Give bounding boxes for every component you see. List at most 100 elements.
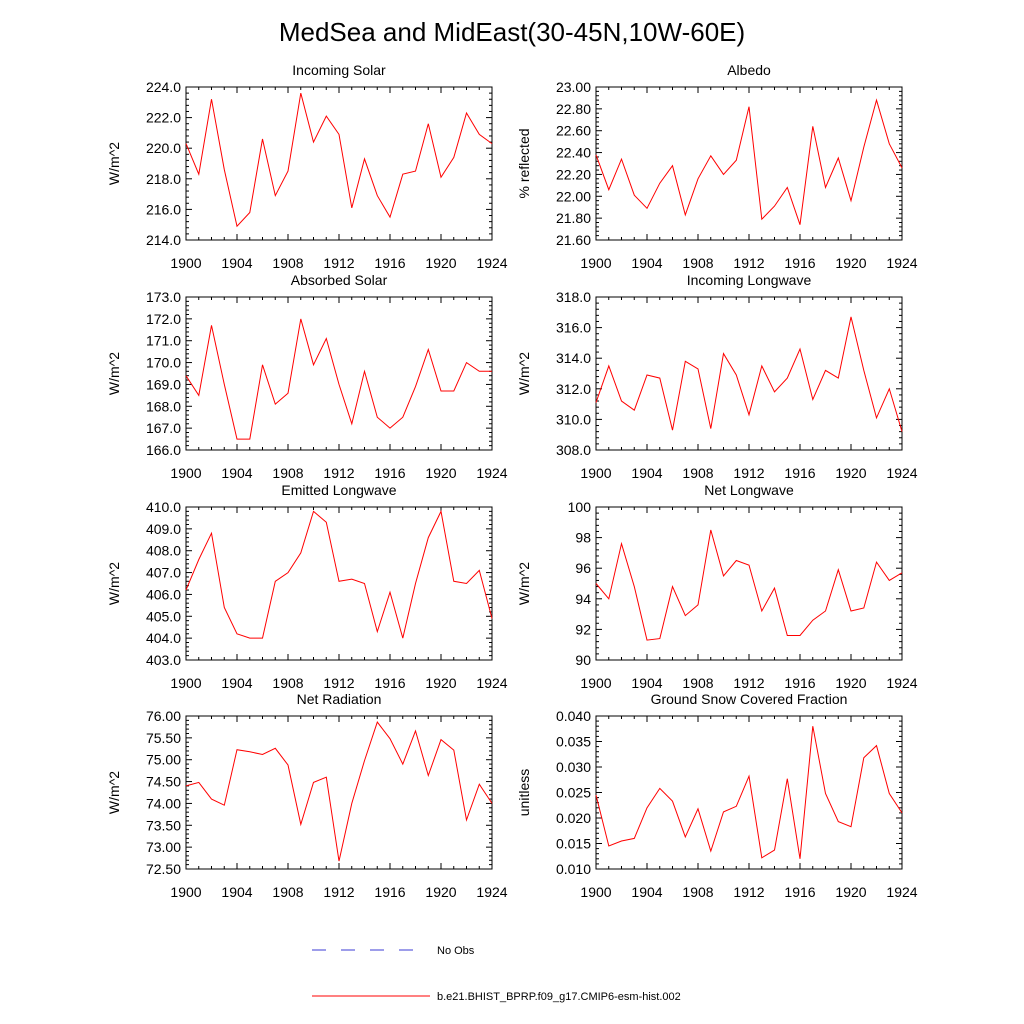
y-tick-label: 314.0 [556, 350, 591, 366]
y-tick-label: 90 [575, 652, 591, 668]
y-tick-label: 74.50 [146, 774, 181, 790]
x-tick-label: 1900 [170, 675, 201, 691]
x-tick-label: 1900 [170, 884, 201, 900]
x-tick-label: 1916 [374, 884, 405, 900]
plot-frame [185, 86, 493, 241]
x-tick-label: 1924 [476, 884, 507, 900]
x-tick-label: 1916 [784, 465, 815, 481]
x-tick-label: 1900 [580, 675, 611, 691]
y-axis-label: W/m^2 [106, 352, 122, 395]
y-tick-label: 0.020 [556, 810, 591, 826]
x-tick-label: 1900 [580, 255, 611, 271]
x-tick-label: 1924 [476, 675, 507, 691]
panel-title: Absorbed Solar [291, 272, 388, 288]
y-tick-label: 92 [575, 621, 591, 637]
y-tick-label: 21.60 [556, 232, 591, 248]
series-line [595, 726, 903, 859]
y-tick-label: 216.0 [146, 201, 181, 217]
y-tick-label: 318.0 [556, 289, 591, 305]
x-tick-label: 1900 [170, 465, 201, 481]
y-tick-label: 74.00 [146, 795, 181, 811]
x-tick-label: 1908 [272, 465, 303, 481]
y-tick-label: 220.0 [146, 140, 181, 156]
series-line [185, 318, 492, 440]
y-axis-label: W/m^2 [516, 562, 532, 605]
y-tick-label: 72.50 [146, 861, 181, 877]
panel-4: Incoming Longwave W/m^2 1900 1904 1908 1912 19… [516, 272, 918, 481]
plot-frame [595, 506, 903, 661]
x-tick-label: 1900 [580, 884, 611, 900]
x-tick-label: 1916 [784, 884, 815, 900]
x-tick-label: 1908 [272, 675, 303, 691]
x-tick-label: 1908 [682, 884, 713, 900]
y-tick-label: 73.50 [146, 817, 181, 833]
y-tick-label: 100 [568, 499, 592, 515]
y-tick-label: 75.00 [146, 752, 181, 768]
x-tick-label: 1920 [835, 884, 866, 900]
y-tick-label: 171.0 [146, 333, 181, 349]
x-tick-label: 1924 [886, 255, 917, 271]
x-tick-label: 1904 [221, 255, 252, 271]
y-tick-label: 410.0 [146, 499, 181, 515]
y-tick-label: 214.0 [146, 232, 181, 248]
x-tick-label: 1904 [631, 884, 662, 900]
panel-1: Incoming Solar W/m^2 1900 1904 1908 1912 1916 1… [106, 62, 508, 271]
x-tick-label: 1916 [374, 255, 405, 271]
x-tick-label: 1908 [272, 255, 303, 271]
y-tick-label: 75.50 [146, 730, 181, 746]
panel-3: Absorbed Solar W/m^2 1900 1904 1908 1912 1916 1… [106, 272, 508, 481]
y-tick-label: 172.0 [146, 311, 181, 327]
y-tick-label: 0.035 [556, 734, 591, 750]
y-tick-label: 403.0 [146, 652, 181, 668]
x-tick-label: 1908 [682, 675, 713, 691]
y-tick-label: 0.040 [556, 708, 591, 724]
y-tick-label: 22.20 [556, 166, 591, 182]
panel-title: Emitted Longwave [281, 482, 396, 498]
y-tick-label: 406.0 [146, 586, 181, 602]
plot-frame [185, 296, 493, 451]
y-tick-label: 96 [575, 560, 591, 576]
y-axis-label: W/m^2 [106, 562, 122, 605]
x-tick-label: 1908 [682, 465, 713, 481]
panel-5: Emitted Longwave W/m^2 1900 1904 1908 1912 191… [106, 482, 508, 691]
y-tick-label: 167.0 [146, 420, 181, 436]
x-tick-label: 1904 [631, 465, 662, 481]
panels: Incoming Solar W/m^2 1900 1904 1908 1912 1916 1… [106, 62, 918, 900]
y-tick-label: 73.00 [146, 839, 181, 855]
series-line [595, 529, 903, 641]
y-tick-label: 409.0 [146, 521, 181, 537]
series-line [595, 98, 903, 225]
y-tick-label: 170.0 [146, 355, 181, 371]
plot-frame [185, 506, 493, 661]
y-tick-label: 407.0 [146, 565, 181, 581]
y-axis-label: % reflected [516, 128, 532, 198]
panel-title: Ground Snow Covered Fraction [651, 691, 848, 707]
x-tick-label: 1912 [323, 465, 354, 481]
x-tick-label: 1912 [733, 255, 764, 271]
x-tick-label: 1912 [323, 884, 354, 900]
x-tick-label: 1916 [374, 465, 405, 481]
y-tick-label: 166.0 [146, 442, 181, 458]
x-tick-label: 1912 [323, 255, 354, 271]
y-axis-label: W/m^2 [106, 771, 122, 814]
x-tick-label: 1920 [425, 465, 456, 481]
x-tick-label: 1908 [272, 884, 303, 900]
y-tick-label: 310.0 [556, 411, 591, 427]
x-tick-label: 1920 [425, 255, 456, 271]
series-line [185, 509, 493, 639]
x-tick-label: 1920 [835, 675, 866, 691]
x-tick-label: 1904 [221, 465, 252, 481]
panel-title: Net Longwave [704, 482, 794, 498]
y-tick-label: 168.0 [146, 398, 181, 414]
panel-6: Net Longwave W/m^2 1900 1904 1908 1912 1916 192… [516, 482, 918, 691]
series-line [595, 316, 903, 432]
y-tick-label: 224.0 [146, 79, 181, 95]
x-tick-label: 1920 [835, 255, 866, 271]
x-tick-label: 1904 [221, 675, 252, 691]
y-tick-label: 0.025 [556, 785, 591, 801]
panel-7: Net Radiation W/m^2 1900 1904 1908 1912 1916 19… [106, 691, 508, 900]
y-tick-label: 404.0 [146, 630, 181, 646]
plot-frame [595, 296, 903, 451]
x-tick-label: 1924 [886, 884, 917, 900]
y-tick-label: 22.00 [556, 188, 591, 204]
